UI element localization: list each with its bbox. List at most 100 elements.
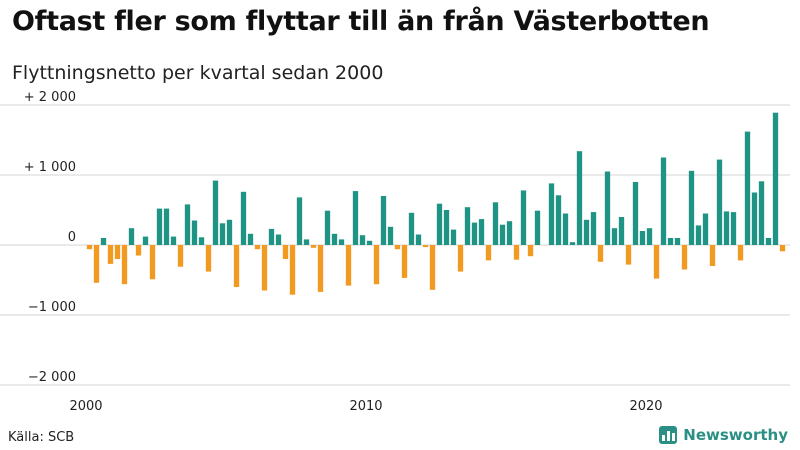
bar <box>345 245 352 286</box>
bar <box>590 212 597 245</box>
bar <box>758 181 765 245</box>
bar <box>730 212 737 245</box>
bar <box>709 245 716 266</box>
bar <box>93 245 100 283</box>
y-axis-ticks: + 2 000 + 1 000 0 −1 000 −2 000 <box>24 90 76 385</box>
bar <box>695 225 702 245</box>
brand-name: Newsworthy <box>683 426 788 444</box>
bar <box>177 245 184 267</box>
bar <box>555 195 562 245</box>
bar <box>142 236 149 245</box>
bar <box>387 226 394 245</box>
x-tick-label: 2000 <box>69 399 102 414</box>
bar <box>254 245 261 250</box>
bar <box>198 237 205 245</box>
bar <box>170 236 177 245</box>
bar <box>583 219 590 245</box>
bar <box>779 245 786 252</box>
bar <box>653 245 660 279</box>
bar <box>247 233 254 245</box>
x-tick-label: 2010 <box>349 399 382 414</box>
bar <box>401 245 408 278</box>
bar <box>422 245 429 248</box>
bar <box>716 159 723 245</box>
gridlines <box>0 104 790 386</box>
bar <box>205 245 212 272</box>
bar <box>527 245 534 257</box>
bar <box>114 245 121 259</box>
bar <box>275 234 282 245</box>
bar <box>191 220 198 245</box>
bar <box>499 224 506 245</box>
bar-chart: + 2 000 + 1 000 0 −1 000 −2 000 2000 2010 2020 <box>0 90 790 414</box>
y-tick-label: + 1 000 <box>24 160 76 175</box>
y-tick-label: −1 000 <box>28 300 76 315</box>
bar <box>485 245 492 261</box>
bar <box>338 239 345 245</box>
bar <box>625 245 632 265</box>
bar <box>219 223 226 245</box>
bar <box>492 202 499 245</box>
bar <box>632 182 639 245</box>
bar <box>688 170 695 245</box>
bar <box>513 245 520 260</box>
bars <box>86 112 786 295</box>
brand-logo: Newsworthy <box>659 426 788 444</box>
newsworthy-icon <box>659 426 678 444</box>
bar <box>282 245 289 259</box>
bar <box>436 203 443 245</box>
bar <box>506 221 513 245</box>
bar <box>618 217 625 245</box>
bar <box>261 245 268 291</box>
bar <box>394 245 401 250</box>
bar <box>226 219 233 245</box>
bar <box>471 222 478 245</box>
bar <box>562 213 569 245</box>
bar <box>289 245 296 295</box>
bar <box>233 245 240 287</box>
source-note: Källa: SCB <box>8 430 75 445</box>
bar <box>149 245 156 280</box>
bar <box>163 208 170 245</box>
bar <box>212 180 219 245</box>
bar <box>548 183 555 245</box>
bar <box>100 238 107 245</box>
bar <box>121 245 128 285</box>
bar <box>660 157 667 245</box>
bar <box>674 238 681 245</box>
bar <box>359 235 366 245</box>
bar <box>744 131 751 245</box>
bar <box>366 240 373 245</box>
bar <box>184 204 191 245</box>
bar <box>723 211 730 245</box>
bar <box>611 228 618 245</box>
bar <box>576 151 583 245</box>
bar <box>86 245 93 250</box>
bar <box>450 229 457 245</box>
bar <box>331 233 338 245</box>
y-tick-label: + 2 000 <box>24 90 76 105</box>
bar <box>408 212 415 245</box>
bar <box>268 228 275 245</box>
bar <box>324 210 331 245</box>
bar <box>310 245 317 248</box>
chart-title: Oftast fler som flyttar till än från Väs… <box>12 6 710 37</box>
bar <box>240 191 247 245</box>
bar <box>156 208 163 245</box>
bar <box>303 239 310 245</box>
bar <box>128 228 135 245</box>
bar <box>751 192 758 245</box>
bar <box>667 238 674 245</box>
bar <box>415 234 422 245</box>
bar <box>646 228 653 245</box>
bar <box>772 112 779 245</box>
y-tick-label: −2 000 <box>28 370 76 385</box>
bar <box>457 245 464 272</box>
bar <box>569 242 576 245</box>
bar <box>702 213 709 245</box>
bar <box>765 238 772 245</box>
bar <box>737 245 744 261</box>
bar <box>296 197 303 245</box>
y-tick-label: 0 <box>68 230 76 245</box>
bar <box>597 245 604 262</box>
